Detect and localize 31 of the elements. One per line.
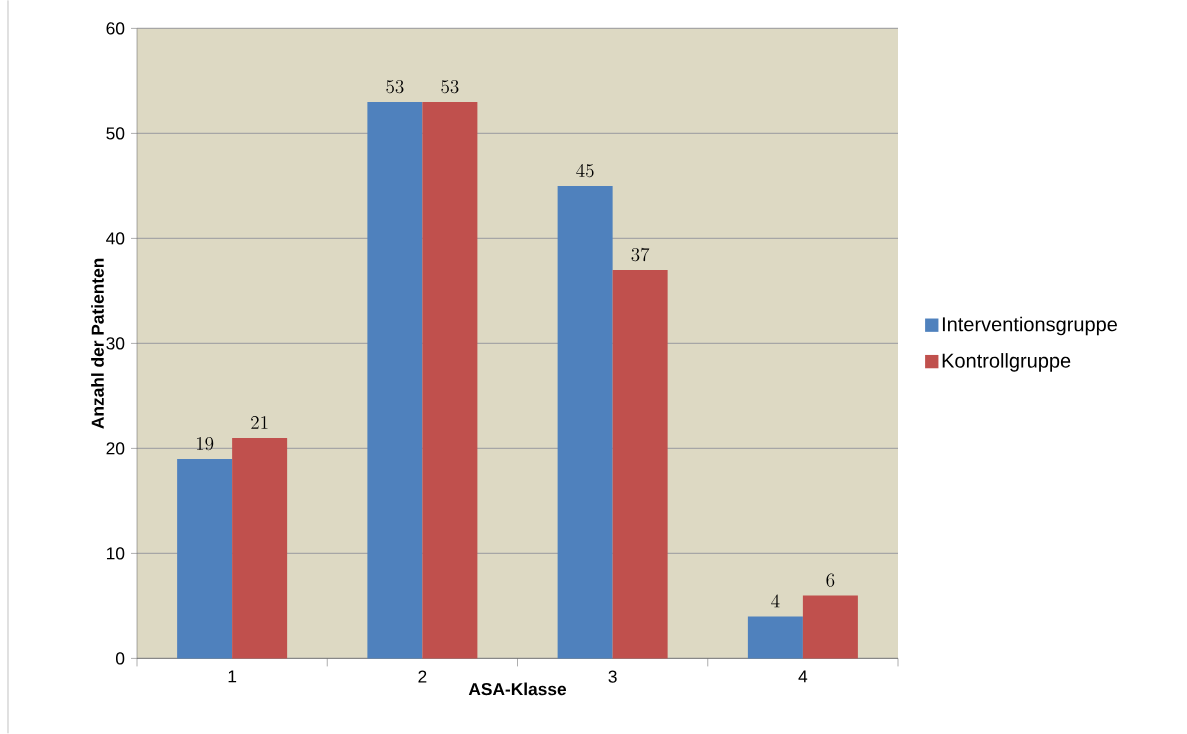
legend-label: Kontrollgruppe <box>942 353 1071 372</box>
y-tick-label: 20 <box>106 442 125 455</box>
data-label: 45 <box>576 163 594 178</box>
bar <box>232 437 288 659</box>
x-tick-label: 3 <box>608 670 617 683</box>
x-tick-label: 2 <box>418 670 427 683</box>
x-axis-title: ASA-Klasse <box>468 682 567 696</box>
bar <box>747 616 803 659</box>
bar <box>177 458 233 659</box>
data-label: 53 <box>441 80 459 94</box>
y-tick-label: 50 <box>106 127 125 140</box>
data-label: 21 <box>251 416 268 429</box>
y-tick-label: 30 <box>106 337 125 350</box>
bar <box>422 101 478 659</box>
bar <box>802 595 858 659</box>
bar <box>612 269 668 659</box>
y-tick-label: 60 <box>106 22 125 35</box>
data-label: 6 <box>826 573 835 587</box>
legend-label: Interventionsgruppe <box>942 316 1117 336</box>
y-tick-label: 10 <box>106 547 125 560</box>
x-tick-label: 4 <box>798 670 808 683</box>
data-label: 53 <box>386 80 404 94</box>
y-axis-title: Anzahl der Patienten <box>91 258 104 429</box>
y-tick-label: 40 <box>106 232 125 245</box>
y-tick-label: 0 <box>115 652 125 665</box>
data-label: 4 <box>771 594 780 608</box>
data-label: 19 <box>196 437 214 451</box>
bar <box>367 101 423 659</box>
bar <box>557 185 613 659</box>
x-tick-label: 1 <box>228 670 237 683</box>
data-label: 37 <box>631 247 650 262</box>
